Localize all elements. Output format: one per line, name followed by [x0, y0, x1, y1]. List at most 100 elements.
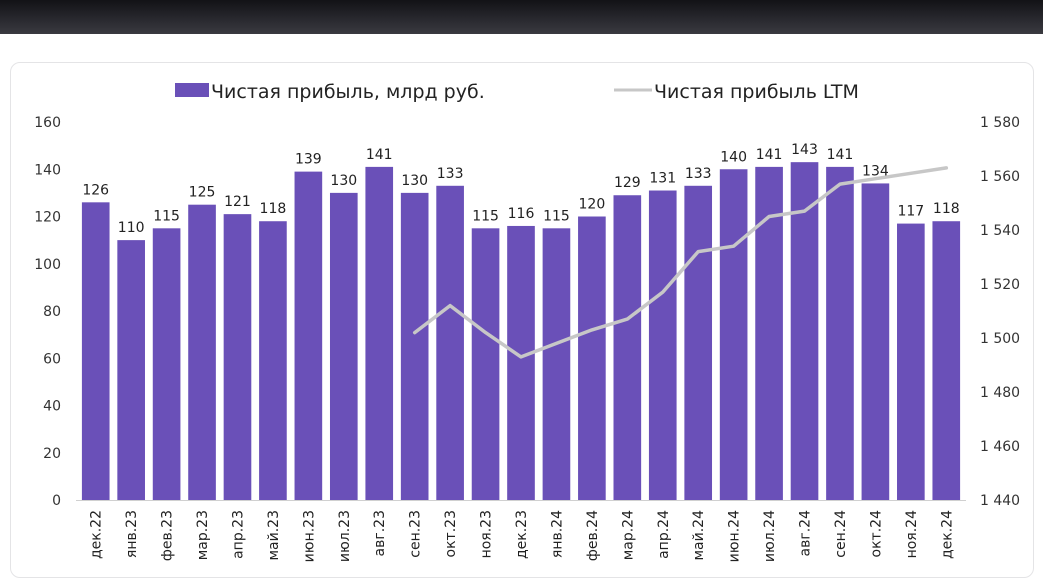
- bar-value-label: 133: [685, 166, 712, 182]
- legend: Чистая прибыль, млрд руб. Чистая прибыль…: [175, 81, 859, 103]
- bar-value-label: 120: [579, 197, 606, 213]
- bar: [861, 183, 890, 501]
- bar-value-label: 115: [472, 208, 499, 224]
- bar: [684, 185, 713, 500]
- right-axis-tick-label: 1 500: [980, 331, 1020, 347]
- bars: [81, 162, 961, 501]
- category-label: ноя.24: [904, 510, 920, 558]
- chart-card: Чистая прибыль, млрд руб. Чистая прибыль…: [10, 62, 1034, 578]
- category-label: май.23: [266, 510, 282, 561]
- bar-value-label: 118: [260, 201, 287, 217]
- bar-value-label: 130: [330, 173, 357, 189]
- bar: [223, 214, 252, 500]
- legend-bar-label: Чистая прибыль, млрд руб.: [211, 81, 485, 103]
- bar: [365, 166, 394, 500]
- right-axis-tick-label: 1 480: [980, 385, 1020, 401]
- bar-value-label: 139: [295, 152, 322, 168]
- bar-value-label: 130: [401, 173, 428, 189]
- bar: [648, 190, 677, 500]
- category-label: окт.24: [868, 510, 884, 558]
- right-axis-tick-label: 1 440: [980, 493, 1020, 509]
- category-label: июл.23: [337, 510, 353, 562]
- left-axis-tick-label: 160: [34, 115, 61, 131]
- chart: Чистая прибыль, млрд руб. Чистая прибыль…: [34, 81, 1020, 562]
- category-label: сен.24: [833, 510, 849, 558]
- bar: [613, 195, 642, 501]
- ltm-series-line: [412, 166, 949, 359]
- bar-value-label: 125: [189, 185, 216, 201]
- category-label: янв.23: [124, 510, 140, 558]
- bar-value-label: 129: [614, 175, 641, 191]
- left-axis-tick-label: 40: [43, 399, 61, 415]
- right-axis-tick-label: 1 580: [980, 115, 1020, 131]
- bar: [152, 228, 181, 500]
- category-label: авг.23: [372, 510, 388, 556]
- legend-bar-swatch: [175, 83, 209, 97]
- left-axis-tick-label: 80: [43, 304, 61, 320]
- bar-value-label: 141: [827, 147, 854, 163]
- bar: [897, 223, 925, 500]
- category-label: дек.24: [939, 510, 955, 559]
- left-axis-tick-label: 60: [43, 351, 61, 367]
- top-dark-bar: [0, 0, 1043, 34]
- bar-value-label: 141: [756, 147, 783, 163]
- category-label: май.24: [691, 510, 707, 561]
- left-axis-tick-label: 0: [52, 493, 61, 509]
- bar: [188, 204, 216, 500]
- bar: [259, 221, 287, 500]
- bar: [329, 192, 358, 500]
- right-axis-tick-label: 1 460: [980, 439, 1020, 455]
- bar: [542, 228, 571, 500]
- category-label: дек.23: [514, 510, 530, 559]
- bar-value-label: 140: [720, 149, 747, 165]
- category-label: дек.22: [89, 510, 105, 559]
- bar-value-label: 133: [437, 166, 464, 182]
- bar-value-label: 110: [118, 220, 145, 236]
- category-label: авг.24: [798, 510, 814, 557]
- category-label: июн.24: [727, 510, 743, 562]
- right-axis-tick-label: 1 520: [980, 277, 1020, 293]
- category-label: апр.23: [230, 510, 246, 559]
- left-axis-tick-label: 120: [34, 210, 61, 226]
- category-label: окт.23: [443, 510, 459, 557]
- category-label: сен.23: [408, 510, 424, 558]
- category-label: мар.23: [195, 510, 211, 560]
- bar: [932, 221, 961, 500]
- bar-value-label: 131: [649, 171, 676, 187]
- category-label: янв.24: [549, 510, 565, 558]
- bar-value-label: 115: [153, 208, 180, 224]
- bar: [117, 240, 145, 500]
- bar: [294, 171, 323, 501]
- bar: [81, 202, 110, 500]
- ltm-line: [412, 166, 949, 359]
- bar: [790, 162, 819, 500]
- bar-value-label: 143: [791, 142, 818, 158]
- bar: [507, 225, 535, 500]
- bar-value-label: 115: [543, 208, 570, 224]
- bar-value-label: 118: [933, 201, 960, 217]
- category-label: ноя.23: [479, 510, 495, 558]
- right-axis: 1 440 1 460 1 480 1 500 1 520 1 540 1 560 1 580: [980, 115, 1020, 509]
- bar: [400, 192, 429, 500]
- bar: [436, 185, 464, 500]
- legend-line-label: Чистая прибыль LTM: [654, 81, 859, 103]
- bar: [578, 216, 606, 500]
- bar-value-label: 126: [82, 182, 109, 198]
- left-axis-tick-label: 20: [43, 446, 61, 462]
- left-axis-tick-label: 140: [34, 162, 61, 178]
- category-label: июн.23: [301, 510, 317, 562]
- bar: [826, 166, 854, 500]
- bar-value-label: 116: [508, 206, 535, 222]
- left-axis-tick-label: 100: [34, 257, 61, 273]
- bar-value-label: 121: [224, 194, 251, 210]
- category-labels: дек.22 янв.23 фев.23 мар.23 апр.23 май.23 июн.…: [89, 510, 956, 562]
- category-label: апр.24: [656, 510, 672, 559]
- bar-labels: 126 110 115 125 121 118 139 130 141 130 133 115 116 1…: [82, 142, 959, 236]
- bar: [471, 228, 500, 500]
- category-label: фев.23: [160, 510, 176, 561]
- category-label: фев.24: [585, 510, 601, 561]
- right-axis-tick-label: 1 560: [980, 169, 1020, 185]
- left-axis: 0 20 40 60 80 100 120 140 160: [34, 115, 61, 509]
- right-axis-tick-label: 1 540: [980, 223, 1020, 239]
- category-label: мар.24: [620, 510, 636, 560]
